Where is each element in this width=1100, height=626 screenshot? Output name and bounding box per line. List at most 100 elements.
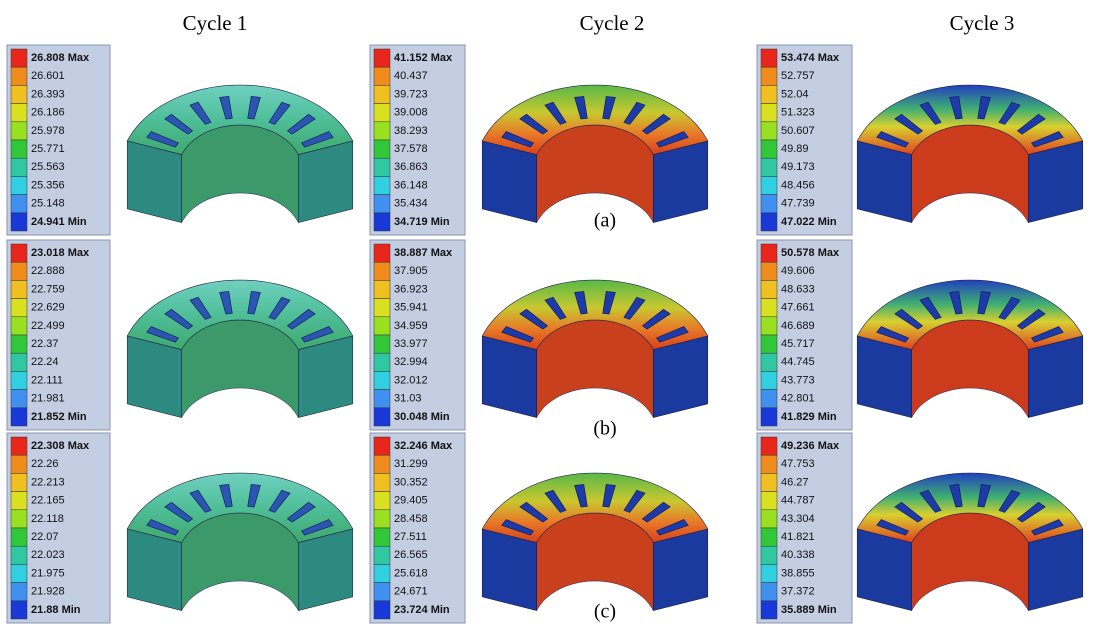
column-header: Cycle 2: [580, 11, 645, 35]
legend: 32.246 Max31.29930.35229.40528.45827.511…: [370, 433, 465, 623]
legend-swatch: [374, 67, 390, 85]
legend-label: 25.563: [31, 161, 65, 173]
legend-label: 25.148: [31, 198, 65, 210]
legend-label: 22.499: [31, 320, 65, 332]
legend-label: 25.356: [31, 179, 65, 191]
legend-swatch: [761, 473, 777, 491]
inner-wall: [182, 125, 299, 223]
legend-label: 47.753: [781, 458, 815, 470]
legend-label: 34.959: [394, 320, 428, 332]
legend-swatch: [761, 317, 777, 335]
legend-label: 51.323: [781, 107, 815, 119]
legend-swatch: [761, 213, 777, 231]
legend-label: 50.578 Max: [781, 247, 840, 259]
motor-model: [482, 85, 708, 223]
legend-label: 44.787: [781, 495, 815, 507]
legend-label: 22.023: [31, 549, 65, 561]
legend-swatch: [761, 353, 777, 371]
column-header: Cycle 3: [950, 11, 1015, 35]
legend-label: 40.437: [394, 70, 428, 82]
end-face: [857, 141, 912, 223]
legend-swatch: [374, 583, 390, 601]
row-label: (c): [594, 601, 616, 623]
legend-label: 34.719 Min: [394, 216, 450, 228]
legend-label: 26.186: [31, 107, 65, 119]
inner-wall: [537, 125, 654, 223]
legend-swatch: [761, 244, 777, 262]
legend-swatch: [374, 244, 390, 262]
legend-label: 38.887 Max: [394, 247, 453, 259]
legend-swatch: [11, 67, 27, 85]
legend-swatch: [11, 280, 27, 298]
legend-label: 26.393: [31, 88, 65, 100]
legend-label: 22.629: [31, 302, 65, 314]
legend-swatch: [761, 437, 777, 455]
legend-swatch: [11, 528, 27, 546]
end-face: [127, 141, 182, 223]
legend-label: 37.372: [781, 586, 815, 598]
legend-label: 39.008: [394, 107, 428, 119]
legend-label: 41.821: [781, 531, 815, 543]
legend-label: 40.338: [781, 549, 815, 561]
legend-swatch: [374, 473, 390, 491]
legend-label: 39.723: [394, 88, 428, 100]
legend-label: 53.474 Max: [781, 52, 840, 64]
end-face: [482, 336, 537, 418]
inner-wall: [912, 320, 1029, 418]
legend-swatch: [374, 195, 390, 213]
legend-swatch: [374, 176, 390, 194]
legend-label: 38.855: [781, 567, 815, 579]
legend-swatch: [11, 176, 27, 194]
end-face: [857, 529, 912, 611]
legend-swatch: [374, 140, 390, 158]
motor-model: [127, 473, 353, 611]
end-face: [1028, 141, 1083, 223]
legend: 23.018 Max22.88822.75922.62922.49922.372…: [7, 240, 110, 430]
legend-label: 43.773: [781, 374, 815, 386]
legend-swatch: [11, 455, 27, 473]
legend-label: 21.975: [31, 567, 65, 579]
legend-swatch: [761, 85, 777, 103]
legend-label: 22.759: [31, 283, 65, 295]
legend-swatch: [374, 49, 390, 67]
legend-swatch: [761, 280, 777, 298]
legend-swatch: [11, 564, 27, 582]
inner-wall: [537, 320, 654, 418]
motor-model: [857, 280, 1083, 418]
legend-swatch: [11, 299, 27, 317]
legend-swatch: [374, 299, 390, 317]
end-face: [653, 141, 708, 223]
legend-swatch: [761, 49, 777, 67]
legend: 53.474 Max52.75752.0451.32350.60749.8949…: [757, 45, 852, 235]
legend-swatch: [761, 158, 777, 176]
legend-label: 36.923: [394, 283, 428, 295]
legend-label: 26.808 Max: [31, 52, 90, 64]
legend-swatch: [761, 510, 777, 528]
legend-label: 48.456: [781, 179, 815, 191]
end-face: [653, 529, 708, 611]
legend-swatch: [761, 546, 777, 564]
legend-swatch: [761, 601, 777, 619]
legend-label: 31.299: [394, 458, 428, 470]
legend-swatch: [374, 335, 390, 353]
legend-label: 49.236 Max: [781, 440, 840, 452]
legend-swatch: [374, 528, 390, 546]
legend-label: 22.213: [31, 476, 65, 488]
legend-label: 47.739: [781, 198, 815, 210]
end-face: [482, 529, 537, 611]
legend-label: 37.905: [394, 265, 428, 277]
legend-swatch: [761, 455, 777, 473]
legend-label: 29.405: [394, 495, 428, 507]
legend-label: 41.152 Max: [394, 52, 453, 64]
legend-swatch: [374, 437, 390, 455]
legend-label: 21.88 Min: [31, 604, 81, 616]
legend-label: 43.304: [781, 513, 815, 525]
legend-swatch: [374, 510, 390, 528]
legend-label: 49.606: [781, 265, 815, 277]
row-label: (a): [594, 210, 616, 232]
legend-label: 52.757: [781, 70, 815, 82]
legend-swatch: [761, 528, 777, 546]
legend-swatch: [11, 262, 27, 280]
legend-swatch: [761, 492, 777, 510]
legend-label: 46.689: [781, 320, 815, 332]
